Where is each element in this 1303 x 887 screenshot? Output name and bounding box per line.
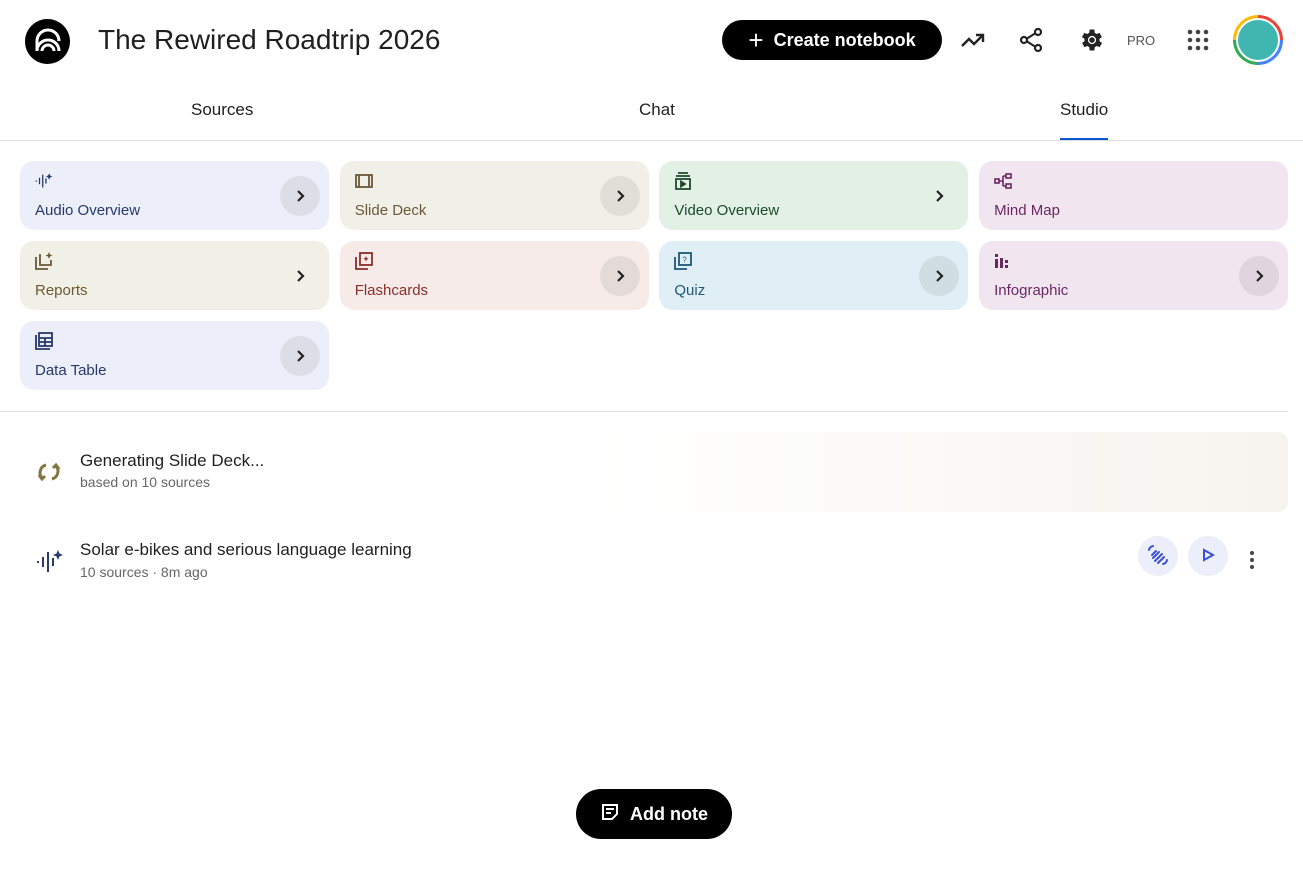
notebooklm-logo[interactable]	[25, 19, 70, 64]
tile-label: Quiz	[674, 282, 706, 299]
tile-mind-map[interactable]: Mind Map	[979, 161, 1289, 230]
create-notebook-label: Create notebook	[773, 29, 916, 50]
chevron-right-icon[interactable]	[919, 176, 959, 216]
pro-badge: PRO	[1127, 33, 1156, 48]
item-subtitle: based on 10 sources	[80, 474, 210, 490]
notebook-title[interactable]: The Rewired Roadtrip 2026	[98, 24, 441, 55]
item-subtitle: 10 sources · 8m ago	[80, 564, 208, 580]
chevron-right-icon[interactable]	[599, 176, 640, 216]
reports-icon	[35, 251, 314, 271]
data-table-icon	[35, 331, 314, 351]
chevron-right-icon[interactable]	[1239, 256, 1280, 296]
chevron-right-icon[interactable]	[919, 256, 960, 296]
tile-label: Infographic	[994, 282, 1069, 299]
item-title: Generating Slide Deck...	[80, 451, 265, 470]
tile-reports[interactable]: Reports	[20, 241, 329, 310]
note-icon	[600, 802, 620, 827]
sync-icon	[36, 460, 62, 489]
tile-label: Video Overview	[674, 202, 780, 219]
chevron-right-icon[interactable]	[599, 256, 640, 296]
quiz-icon: ?	[674, 251, 953, 271]
tab-bar: Sources Chat Studio	[0, 80, 1303, 141]
slides-icon	[354, 171, 634, 191]
tile-audio-overview[interactable]: Audio Overview	[20, 161, 329, 230]
svg-text:?: ?	[683, 256, 688, 265]
item-title: Solar e-bikes and serious language learn…	[80, 540, 412, 559]
tile-slide-deck[interactable]: Slide Deck	[339, 161, 649, 230]
tile-label: Audio Overview	[35, 202, 141, 219]
tab-sources[interactable]: Sources	[191, 100, 254, 119]
divider	[0, 411, 1288, 412]
apps-grid-icon[interactable]	[1182, 24, 1214, 56]
tile-infographic[interactable]: Infographic	[979, 241, 1289, 310]
audio-sparkle-icon	[36, 548, 64, 581]
generating-item: Generating Slide Deck... based on 10 sou…	[20, 432, 1288, 512]
plus-icon: +	[748, 25, 764, 55]
tile-label: Mind Map	[994, 202, 1060, 219]
tile-label: Data Table	[35, 362, 107, 379]
chevron-right-icon[interactable]	[280, 176, 320, 216]
header: The Rewired Roadtrip 2026 + Create notebo…	[0, 0, 1303, 80]
avatar[interactable]	[1233, 15, 1283, 65]
waving-hand-icon	[1147, 544, 1169, 569]
more-options-icon[interactable]	[1242, 548, 1262, 572]
tile-flashcards[interactable]: Flashcards	[339, 241, 649, 310]
flashcards-icon	[354, 251, 634, 271]
chevron-right-icon[interactable]	[280, 256, 320, 296]
tile-data-table[interactable]: Data Table	[20, 321, 329, 390]
tile-label: Reports	[35, 282, 88, 299]
play-icon	[1201, 547, 1216, 565]
share-icon[interactable]	[1015, 24, 1047, 56]
interactive-mode-button[interactable]	[1138, 536, 1178, 576]
tile-label: Slide Deck	[354, 202, 427, 219]
add-note-button[interactable]: Add note	[576, 789, 732, 839]
create-notebook-button[interactable]: + Create notebook	[722, 20, 942, 60]
video-icon	[674, 171, 953, 191]
play-button[interactable]	[1188, 536, 1228, 576]
chevron-right-icon[interactable]	[280, 336, 320, 376]
infographic-icon	[994, 251, 1273, 271]
settings-gear-icon[interactable]	[1076, 24, 1108, 56]
tab-chat[interactable]: Chat	[639, 100, 675, 119]
tab-studio[interactable]: Studio	[1060, 100, 1109, 140]
tile-quiz[interactable]: ? Quiz	[659, 241, 969, 310]
audio-sparkle-icon	[35, 171, 314, 191]
tile-video-overview[interactable]: Video Overview	[659, 161, 969, 230]
audio-overview-item[interactable]: Solar e-bikes and serious language learn…	[20, 524, 1288, 604]
tile-label: Flashcards	[354, 282, 429, 299]
add-note-label: Add note	[630, 803, 708, 824]
analytics-icon[interactable]	[957, 24, 989, 56]
mind-map-icon	[994, 171, 1273, 191]
